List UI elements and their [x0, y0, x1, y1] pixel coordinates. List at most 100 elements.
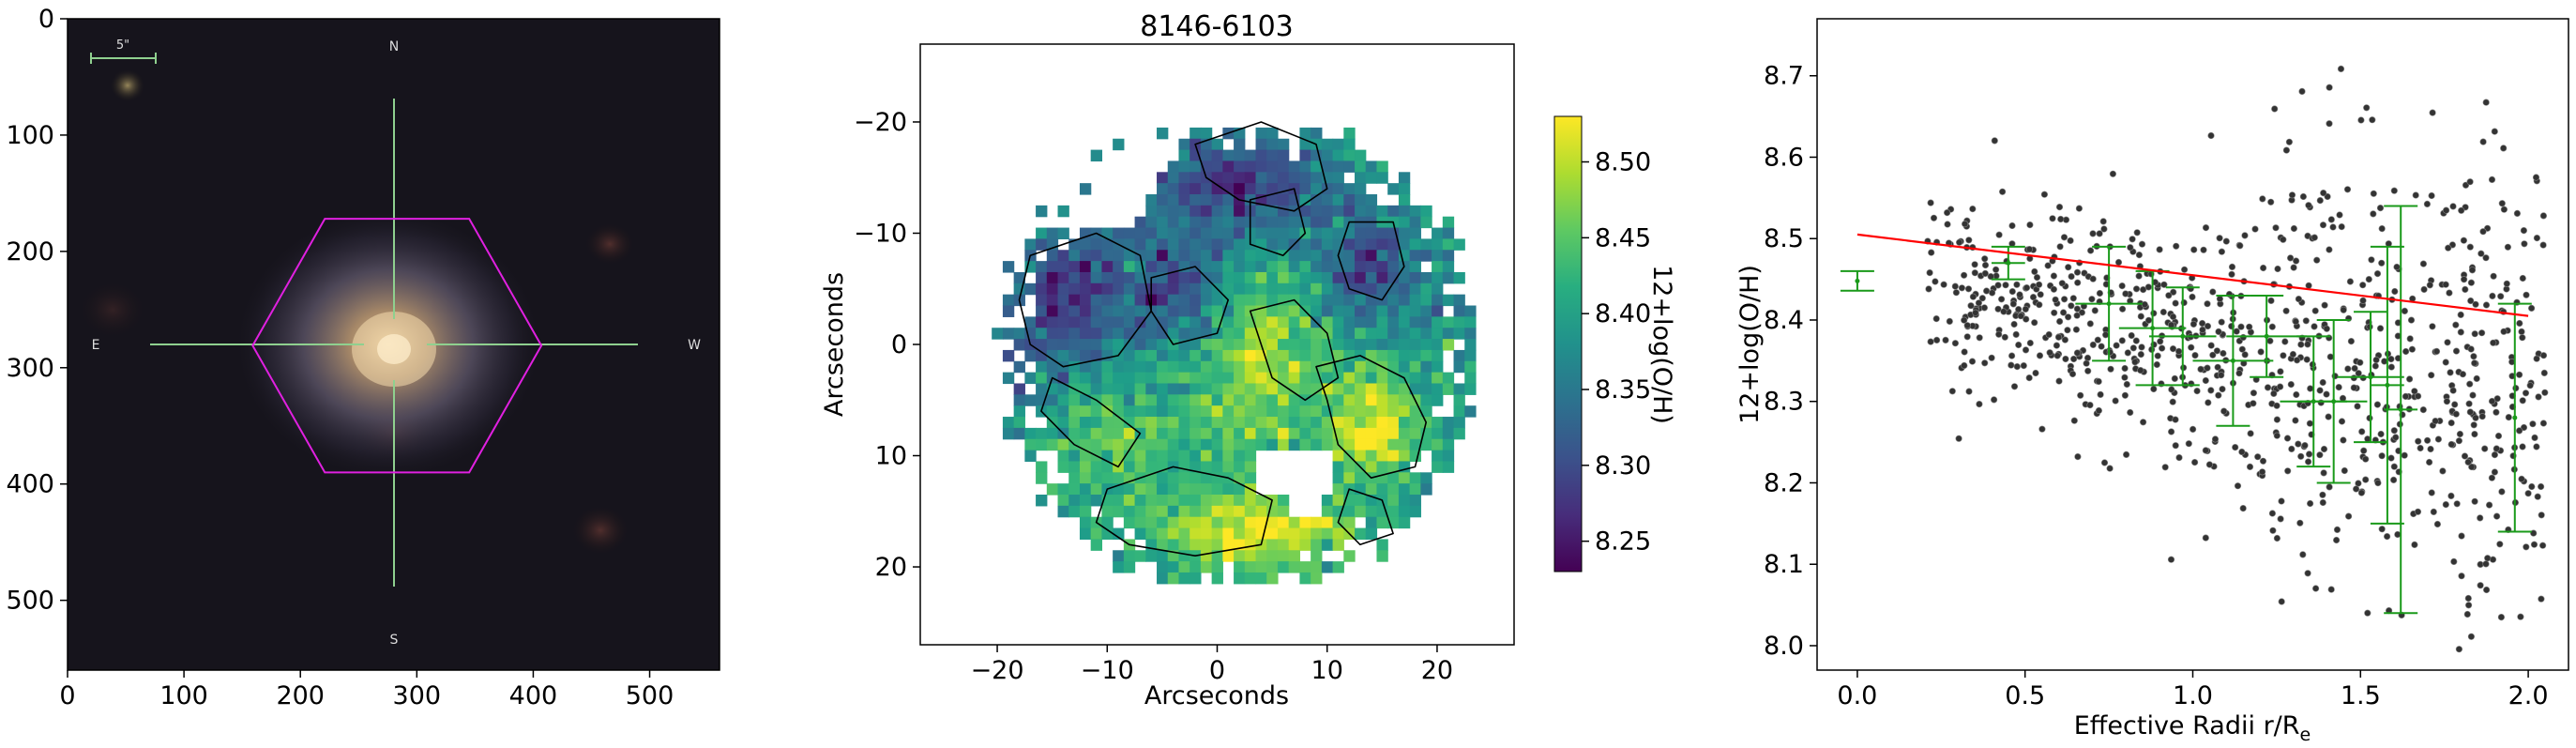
- map-pixel: [1024, 238, 1037, 251]
- map-pixel: [1145, 383, 1158, 395]
- map-pixel: [1123, 495, 1136, 507]
- map-pixel: [1234, 450, 1246, 463]
- map-pixel: [1332, 194, 1344, 206]
- spaxel-point: [2302, 317, 2310, 325]
- map-pixel: [1343, 372, 1356, 385]
- spaxel-point: [2133, 229, 2141, 237]
- map-pixel: [1277, 505, 1290, 518]
- map-pixel: [1145, 316, 1158, 328]
- x-tick-label: 300: [393, 681, 442, 710]
- map-pixel: [1222, 205, 1235, 218]
- spaxel-point: [2172, 416, 2179, 423]
- binned-mean: [2192, 294, 2274, 427]
- spaxel-point: [2373, 270, 2382, 278]
- map-pixel: [1190, 495, 1202, 507]
- map-pixel: [1079, 472, 1092, 484]
- map-pixel: [1420, 405, 1432, 418]
- map-pixel: [1376, 450, 1388, 463]
- gradient-panel: 0.0 0.5 1.0 1.5 2.08.08.18.28.38.48.58.68.7 …: [1735, 18, 2569, 745]
- map-pixel: [1442, 383, 1455, 395]
- map-pixel: [1190, 450, 1202, 463]
- spaxel-point: [2112, 397, 2119, 405]
- spaxel-point: [2207, 131, 2215, 140]
- map-pixel: [1321, 561, 1334, 573]
- map-pixel: [1222, 172, 1235, 184]
- map-pixel: [1244, 405, 1257, 418]
- map-pixel: [1355, 183, 1367, 195]
- spaxel-point: [2358, 428, 2366, 435]
- map-pixel: [1145, 505, 1158, 518]
- map-pixel: [1387, 450, 1400, 463]
- map-pixel: [1321, 160, 1334, 173]
- map-pixel: [1288, 417, 1301, 429]
- map-pixel: [1190, 172, 1202, 184]
- spaxel-point: [2497, 613, 2505, 621]
- map-pixel: [1355, 360, 1367, 374]
- map-pixel: [1266, 227, 1279, 240]
- map-pixel: [1244, 561, 1257, 573]
- map-pixel: [1167, 372, 1180, 385]
- map-pixel: [1157, 516, 1169, 529]
- map-pixel: [1277, 561, 1290, 573]
- map-pixel: [1123, 349, 1136, 362]
- map-pixel: [1222, 550, 1235, 562]
- map-pixel: [1167, 561, 1180, 573]
- map-pixel: [1079, 328, 1092, 340]
- map-pixel: [1167, 271, 1180, 284]
- map-pixel: [1355, 305, 1367, 317]
- map-pixel: [1376, 238, 1388, 251]
- map-pixel: [1409, 405, 1421, 418]
- spaxel-point: [2033, 274, 2041, 282]
- map-pixel: [1167, 450, 1180, 463]
- spaxel-point: [2036, 352, 2044, 359]
- map-pixel: [1398, 238, 1411, 251]
- spaxel-point: [2038, 425, 2046, 433]
- map-pixel: [1332, 172, 1344, 184]
- map-pixel: [1046, 349, 1059, 362]
- spaxel-point: [2539, 420, 2547, 427]
- spaxel-point: [2002, 282, 2009, 289]
- spaxel-point: [2481, 445, 2489, 452]
- map-pixel: [1157, 227, 1169, 240]
- map-pixel: [1211, 417, 1223, 429]
- spaxel-point: [1961, 316, 1968, 324]
- map-pixel: [1332, 349, 1344, 362]
- map-pixel: [1266, 417, 1279, 429]
- map-pixel: [1200, 427, 1213, 440]
- map-pixel: [1234, 305, 1246, 317]
- map-pixel: [1299, 516, 1311, 529]
- map-pixel: [1332, 495, 1344, 507]
- map-pixel: [1365, 271, 1378, 284]
- colorbar-tick-label: 8.30: [1595, 451, 1651, 481]
- spaxel-point: [2458, 206, 2465, 214]
- map-pixel: [1244, 183, 1257, 195]
- map-pixel: [1013, 417, 1025, 429]
- map-pixel: [1024, 450, 1037, 463]
- spaxel-point: [1963, 322, 1971, 329]
- map-pixel: [1178, 417, 1190, 429]
- map-pixel: [1145, 339, 1158, 351]
- map-pixel: [1222, 261, 1235, 273]
- map-pixel: [1178, 461, 1190, 473]
- map-pixel: [1365, 238, 1378, 251]
- map-pixel: [1255, 138, 1267, 151]
- map-pixel: [1090, 495, 1103, 507]
- spaxel-point: [2444, 339, 2451, 346]
- spaxel-point: [2466, 380, 2474, 388]
- map-pixel: [1113, 417, 1125, 429]
- map-pixel: [1299, 527, 1311, 541]
- spaxel-point: [2345, 512, 2353, 520]
- spaxel-point: [2068, 273, 2075, 281]
- map-pixel: [1234, 427, 1246, 440]
- y-tick-label: 300: [6, 354, 54, 383]
- spaxel-point: [2305, 458, 2312, 466]
- spaxel-point: [2102, 331, 2110, 339]
- spaxel-point: [2340, 306, 2347, 313]
- spaxel-point: [2467, 297, 2475, 305]
- map-pixels: [992, 127, 1477, 585]
- map-pixel: [1157, 495, 1169, 507]
- map-pixel: [1068, 316, 1081, 328]
- map-pixel: [1090, 461, 1103, 473]
- spaxel-point: [2471, 497, 2478, 505]
- map-pixel: [1365, 383, 1378, 395]
